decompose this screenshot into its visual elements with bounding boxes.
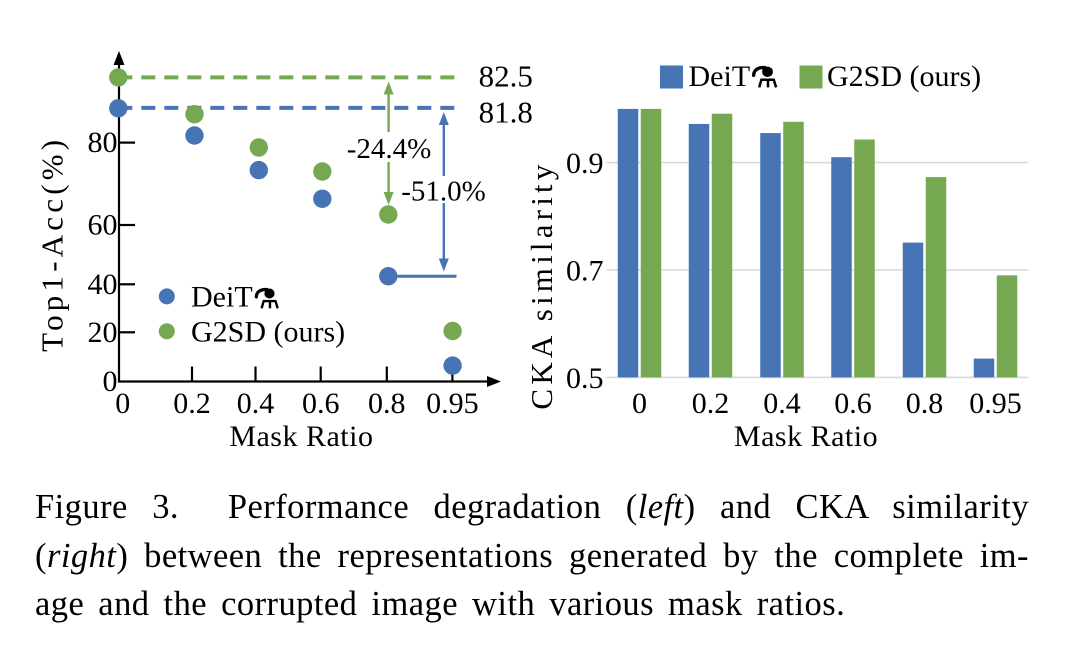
x-tick-label: 0.6 <box>834 387 872 420</box>
x-tick-label: 0.95 <box>426 387 479 420</box>
deit-flame-icon <box>751 65 778 88</box>
y-tick-label: 0 <box>103 365 118 398</box>
x-tick-label: 0.6 <box>302 387 340 420</box>
scatter-point <box>313 189 332 208</box>
legend-label: G2SD (ours) <box>827 60 981 93</box>
icon-tail <box>751 65 767 78</box>
bar <box>640 108 662 378</box>
deit-flame-icon <box>254 287 279 309</box>
bar <box>996 275 1018 378</box>
x-axis-arrowhead <box>487 376 501 387</box>
x-tick-label: 0.4 <box>237 387 275 420</box>
scatter-point <box>443 356 462 375</box>
scatter-point <box>249 160 268 180</box>
x-tick-label: 0 <box>632 387 647 420</box>
scatter-point <box>443 321 462 341</box>
y-tick-label: 60 <box>88 209 118 242</box>
y-tick-label: 80 <box>88 126 118 159</box>
left-scatter-chart: 0 20 40 60 80 0 0.2 0.4 0.6 0.8 0.95 Top1-Acc(%) Mas… <box>35 51 533 453</box>
scatter-point <box>379 267 398 286</box>
bar <box>688 123 710 378</box>
annotation-label-bg <box>342 132 436 162</box>
bar <box>854 139 875 378</box>
bar <box>711 113 733 378</box>
x-tick-label: 0.8 <box>368 387 406 420</box>
reference-line-label: 81.8 <box>479 95 533 130</box>
right-bar-chart: 0.5 0.7 0.9 0 0.2 0.4 0.6 0.8 0.95 CKA similarity… <box>524 60 1029 453</box>
caption-line: Figure 3. Performance degradation (left)… <box>35 483 1029 532</box>
y-tick-label: 0.9 <box>566 147 604 180</box>
caption-text: age and the corrupted image with various… <box>35 585 846 624</box>
series-g2sd-points <box>109 68 462 341</box>
annotation-label-bg <box>397 176 490 203</box>
series-g2sd-bars <box>640 108 1018 378</box>
annotation-label: -24.4% <box>347 133 432 165</box>
x-tick-label: 0.95 <box>969 387 1022 420</box>
caption-text: ) and CKA similarity <box>683 488 1030 526</box>
bar <box>831 157 852 378</box>
scatter-point <box>249 138 268 157</box>
series-deit-bars <box>617 108 995 378</box>
caption-text: Figure 3. <box>35 488 179 526</box>
right-x-axis-title: Mask Ratio <box>734 420 878 453</box>
scatter-point <box>109 99 128 118</box>
legend-swatch <box>799 65 823 89</box>
legend-marker <box>158 288 175 305</box>
annotation-arrowhead-up <box>438 112 449 125</box>
caption-text: ( <box>35 536 47 575</box>
y-tick-label: 0.5 <box>566 362 604 395</box>
x-tick-label: 0.2 <box>692 387 730 420</box>
scatter-point <box>185 105 204 124</box>
x-tick-label: 0.8 <box>906 387 944 420</box>
bar <box>617 108 639 378</box>
caption-line: age and the corrupted image with various… <box>35 580 1029 629</box>
legend-label: G2SD (ours) <box>191 315 345 348</box>
bar <box>925 177 947 378</box>
scatter-point <box>109 68 128 87</box>
annotation-arrowhead-up <box>383 81 394 95</box>
icon-tail <box>254 287 269 299</box>
figure-caption: Figure 3. Performance degradation (left)… <box>35 483 1029 629</box>
annotation-label: -51.0% <box>401 176 486 208</box>
caption-text <box>179 488 228 526</box>
x-tick-label: 0 <box>115 387 130 420</box>
bar <box>783 121 804 378</box>
reference-line-label: 82.5 <box>479 59 533 94</box>
annotation-arrowhead-down <box>438 258 449 272</box>
scatter-point <box>379 205 398 224</box>
series-deit-points <box>109 99 462 375</box>
left-y-axis-title: Top1-Acc(%) <box>35 136 70 352</box>
bar <box>760 133 781 378</box>
x-tick-label: 0.2 <box>173 387 211 420</box>
bar <box>973 358 995 378</box>
right-y-axis-title: CKA similarity <box>524 160 559 409</box>
x-tick-label: 0.4 <box>763 387 801 420</box>
figure-charts: 0 20 40 60 80 0 0.2 0.4 0.6 0.8 0.95 Top1-Acc(%) Mas… <box>35 51 1029 453</box>
caption-line: (right) between the representations gene… <box>35 532 1029 581</box>
y-tick-label: 20 <box>88 316 118 349</box>
legend-label: DeiT <box>689 60 751 93</box>
legend-marker <box>158 323 175 340</box>
bar <box>902 242 924 378</box>
scatter-point <box>313 162 332 181</box>
y-axis-arrowhead <box>113 51 125 65</box>
caption-text: ) between the representations generated … <box>116 536 1029 575</box>
legend-label: DeiT <box>191 281 253 314</box>
caption-italic-text: right <box>46 536 117 575</box>
caption-italic-text: left <box>637 488 684 526</box>
y-tick-label: 40 <box>88 268 118 301</box>
scatter-point <box>185 126 204 145</box>
y-tick-label: 0.7 <box>566 255 604 288</box>
left-x-axis-title: Mask Ratio <box>229 420 373 453</box>
legend-swatch <box>660 65 683 89</box>
annotation-arrowhead-down <box>383 192 394 205</box>
caption-text: Performance degradation ( <box>227 488 638 526</box>
